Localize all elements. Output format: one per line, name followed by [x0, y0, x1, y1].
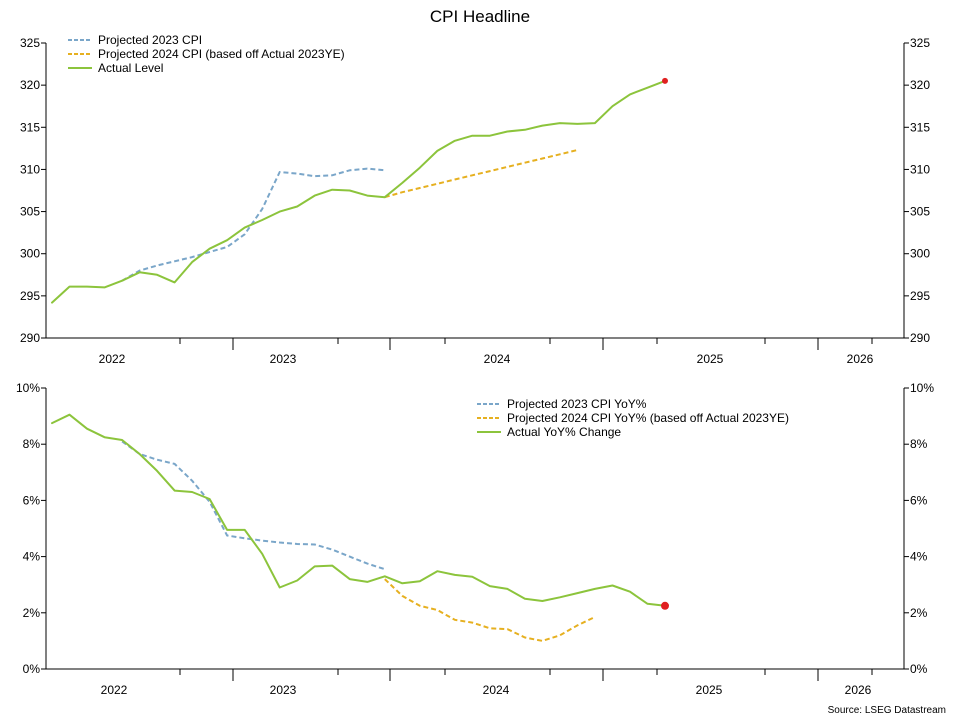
legend-label: Projected 2023 CPI	[98, 33, 202, 47]
series-line-1	[384, 578, 596, 642]
y-tick-label-left: 2%	[23, 606, 41, 620]
legend-label: Projected 2023 CPI YoY%	[507, 397, 647, 411]
y-tick-label-left: 10%	[16, 381, 40, 395]
y-tick-label-left: 320	[20, 78, 40, 92]
y-tick-label-left: 8%	[23, 437, 41, 451]
series-line-2	[51, 413, 666, 607]
y-tick-label-right: 295	[910, 289, 930, 303]
y-tick-label-left: 4%	[23, 550, 41, 564]
end-point-marker	[662, 77, 668, 84]
y-tick-label-right: 2%	[910, 606, 928, 620]
y-tick-label-right: 290	[910, 331, 930, 345]
y-tick-label-right: 4%	[910, 550, 928, 564]
legend-label: Actual Level	[98, 61, 163, 75]
y-tick-label-right: 6%	[910, 493, 928, 507]
y-tick-label-left: 6%	[23, 493, 41, 507]
x-tick-label: 2026	[845, 683, 872, 697]
y-tick-label-right: 315	[910, 120, 930, 134]
legend-label: Projected 2024 CPI YoY% (based off Actua…	[507, 411, 789, 425]
end-point-marker	[661, 601, 669, 610]
x-tick-label: 2024	[483, 683, 510, 697]
legend-label: Projected 2024 CPI (based off Actual 202…	[98, 47, 345, 61]
y-tick-label-left: 290	[20, 331, 40, 345]
y-tick-label-right: 320	[910, 78, 930, 92]
cpi-yoy-panel: 0% 0% 2% 2% 4% 4% 6% 6% 8% 8% 10% 10% 2022 2023 2024 20…	[16, 381, 934, 697]
x-tick-label: 2022	[101, 683, 128, 697]
series-line-1	[384, 149, 578, 199]
y-tick-label-right: 10%	[910, 381, 934, 395]
y-tick-label-right: 300	[910, 247, 930, 261]
x-tick-label: 2022	[99, 352, 126, 366]
source-note: Source: LSEG Datastream	[828, 705, 946, 716]
x-tick-label: 2023	[270, 683, 297, 697]
x-tick-label: 2026	[847, 352, 874, 366]
y-tick-label-right: 8%	[910, 437, 928, 451]
series-line-0	[121, 167, 385, 282]
legend-label: Actual YoY% Change	[507, 425, 621, 439]
y-tick-label-left: 310	[20, 162, 40, 176]
cpi-level-panel: 290 290 295 295 300 300 305 305 310 310 315 315 320 3…	[20, 33, 930, 366]
x-tick-label: 2023	[270, 352, 297, 366]
x-tick-label: 2025	[696, 683, 723, 697]
y-tick-label-left: 305	[20, 205, 40, 219]
series-line-2	[51, 79, 666, 304]
series-line-0	[121, 440, 386, 571]
y-tick-label-right: 325	[910, 36, 930, 50]
y-tick-label-left: 295	[20, 289, 40, 303]
y-tick-label-left: 0%	[23, 662, 41, 676]
x-tick-label: 2025	[697, 352, 724, 366]
y-tick-label-left: 325	[20, 36, 40, 50]
chart-title: CPI Headline	[430, 7, 530, 26]
y-tick-label-left: 315	[20, 120, 40, 134]
y-tick-label-left: 300	[20, 247, 40, 261]
y-tick-label-right: 310	[910, 162, 930, 176]
x-tick-label: 2024	[484, 352, 511, 366]
y-tick-label-right: 305	[910, 205, 930, 219]
y-tick-label-right: 0%	[910, 662, 928, 676]
